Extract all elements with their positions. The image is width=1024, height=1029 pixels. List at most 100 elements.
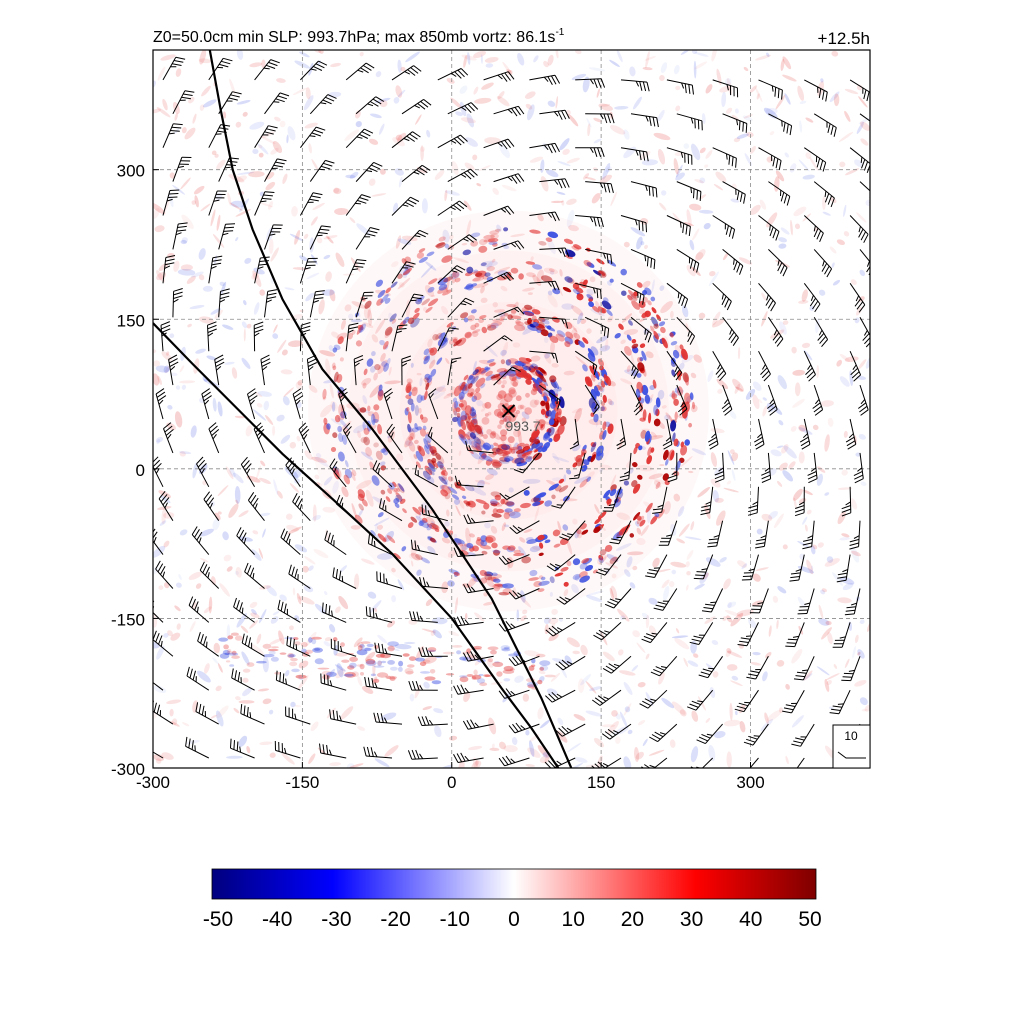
field-band-cell bbox=[289, 654, 296, 658]
field-band-cell bbox=[415, 405, 419, 416]
wind-barb-feather bbox=[778, 89, 779, 98]
x-tick-label: -150 bbox=[285, 773, 319, 792]
field-band-cell bbox=[504, 647, 510, 649]
wind-barb-feather bbox=[784, 771, 793, 774]
wind-barb-feather bbox=[148, 670, 151, 679]
wind-barb-feather bbox=[780, 776, 789, 779]
wind-barb-shaft bbox=[173, 291, 174, 317]
y-tick-label: -150 bbox=[111, 610, 145, 629]
field-band-cell bbox=[432, 680, 441, 684]
wind-barb-feather bbox=[317, 235, 323, 236]
field-band-cell bbox=[247, 662, 255, 667]
field-core-cell bbox=[524, 407, 532, 415]
field-band-cell bbox=[360, 672, 364, 676]
field-band-cell bbox=[357, 664, 363, 667]
wind-barb-feather bbox=[681, 222, 682, 228]
x-tick-label: 300 bbox=[736, 773, 764, 792]
wind-barb-feather bbox=[557, 398, 558, 404]
field-band-cell bbox=[376, 654, 385, 658]
wind-barb-feather bbox=[225, 167, 231, 168]
field-band-cell bbox=[398, 661, 403, 667]
wind-barb-feather bbox=[739, 121, 740, 130]
wind-barb-feather bbox=[604, 569, 610, 570]
field-band-cell bbox=[502, 583, 514, 588]
field-band-cell bbox=[227, 653, 238, 656]
field-band-cell bbox=[218, 638, 228, 642]
field-speckle bbox=[602, 724, 616, 727]
field-band-cell bbox=[311, 637, 322, 640]
field-band-cell bbox=[296, 675, 307, 679]
colorbar-tick-label: 40 bbox=[739, 908, 762, 931]
y-tick-label: 150 bbox=[117, 311, 145, 330]
colorbar-tick-label: 20 bbox=[621, 908, 644, 931]
field-band-cell bbox=[231, 655, 240, 659]
field-band-cell bbox=[398, 667, 403, 672]
field-band-cell bbox=[271, 657, 279, 662]
colorbar-tick-label: 30 bbox=[680, 908, 703, 931]
field-band-cell bbox=[479, 674, 484, 676]
field-speckle bbox=[795, 382, 801, 396]
wind-barb-feather bbox=[686, 772, 694, 776]
wind-barb-feather bbox=[373, 608, 374, 618]
wind-barb-feather bbox=[310, 136, 316, 137]
field-core-cell bbox=[534, 400, 539, 405]
wind-barb-feather bbox=[782, 774, 791, 777]
field-band-cell bbox=[496, 671, 502, 677]
wind-barb-feather bbox=[838, 704, 844, 705]
wind-barb-feather bbox=[237, 742, 238, 752]
wind-barb-feather bbox=[147, 598, 151, 607]
wind-barb-feather bbox=[224, 231, 234, 232]
wind-barb-feather bbox=[743, 122, 744, 132]
wind-barb-feather bbox=[878, 129, 881, 138]
field-band-cell bbox=[387, 660, 395, 665]
wind-barb-feather bbox=[142, 666, 145, 675]
wind-barb-feather bbox=[422, 505, 423, 515]
field-band-cell bbox=[485, 675, 492, 677]
field-band-cell bbox=[378, 661, 382, 666]
wind-barb-feather bbox=[426, 505, 427, 515]
field-core-cell bbox=[508, 389, 516, 397]
y-tick-label: 0 bbox=[136, 461, 145, 480]
field-band-cell bbox=[420, 671, 430, 674]
wind-barb-feather bbox=[366, 606, 367, 615]
wind-barb-feather bbox=[276, 671, 277, 681]
wind-barb-feather bbox=[678, 293, 679, 299]
wind-barb-feather bbox=[370, 607, 371, 617]
field-band-cell bbox=[227, 635, 233, 639]
colorbar-gradient bbox=[212, 869, 816, 899]
field-band-cell bbox=[452, 645, 462, 648]
wind-barb-feather bbox=[261, 201, 267, 202]
wind-barb-feather bbox=[231, 739, 232, 749]
field-band-cell bbox=[653, 405, 658, 416]
wind-barb-feather bbox=[646, 223, 647, 233]
colorbar-tick-label: -20 bbox=[380, 908, 410, 931]
field-band-cell bbox=[263, 644, 272, 649]
field-core-cell bbox=[541, 404, 546, 409]
x-tick-label: 0 bbox=[447, 773, 456, 792]
wind-barb-feather bbox=[145, 668, 148, 677]
wind-barb-feather bbox=[700, 192, 701, 202]
field-band-cell bbox=[315, 658, 324, 664]
colorbar-tick-label: -50 bbox=[203, 908, 233, 931]
wind-barb-feather bbox=[787, 643, 797, 644]
field-band-cell bbox=[294, 641, 301, 645]
wind-barb-feather bbox=[250, 712, 251, 718]
field-core-cell bbox=[520, 405, 525, 410]
field-band-cell bbox=[361, 641, 371, 644]
field-band-cell bbox=[419, 408, 422, 414]
wind-barb-feather bbox=[602, 325, 603, 331]
wind-barb-feather bbox=[695, 575, 704, 576]
wind-barb-feather bbox=[355, 203, 361, 204]
field-band-cell bbox=[420, 662, 426, 667]
wind-barb-feather bbox=[727, 154, 728, 160]
field-band-cell bbox=[544, 675, 555, 678]
wind-barb-feather bbox=[697, 572, 706, 573]
field-band-cell bbox=[231, 633, 239, 636]
field-band-cell bbox=[404, 642, 416, 644]
field-band-cell bbox=[415, 658, 425, 662]
field-core-cell bbox=[501, 385, 505, 389]
field-speckle bbox=[351, 525, 361, 530]
wind-barb-feather bbox=[656, 188, 657, 197]
wind-barb-feather bbox=[790, 770, 796, 771]
